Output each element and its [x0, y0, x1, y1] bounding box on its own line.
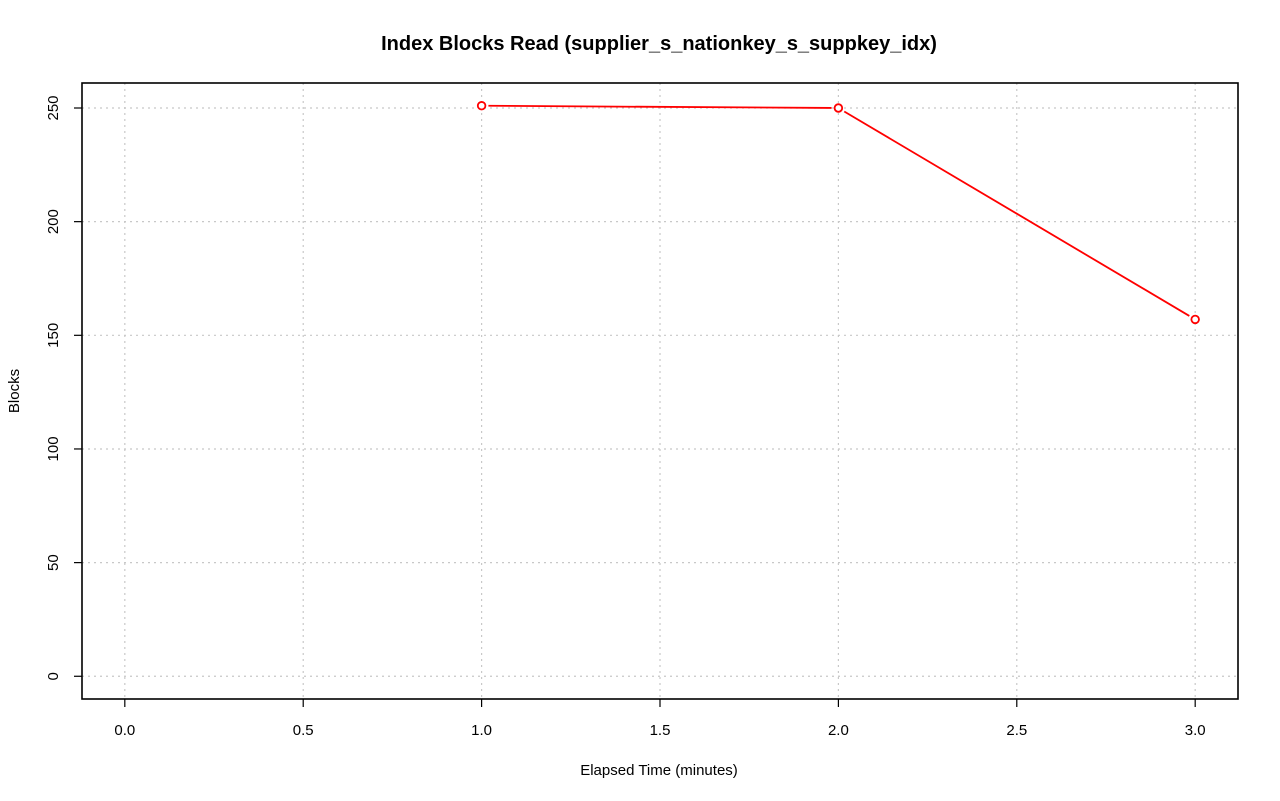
y-tick-label: 250	[45, 95, 62, 120]
chart-title: Index Blocks Read (supplier_s_nationkey_…	[381, 33, 937, 55]
series	[476, 101, 1200, 325]
grid	[82, 83, 1238, 699]
y-axis-label: Blocks	[6, 369, 23, 413]
x-tick-label: 1.5	[650, 722, 671, 739]
y-tick-label: 200	[45, 209, 62, 234]
data-point	[833, 103, 844, 113]
data-point	[476, 101, 487, 111]
x-axis: 0.0 0.5 1.0 1.5 2.0 2.5 3.0	[114, 699, 1206, 739]
x-axis-label: Elapsed Time (minutes)	[580, 762, 738, 779]
data-point	[1190, 314, 1200, 325]
y-tick-label: 150	[45, 323, 62, 348]
y-tick-label: 100	[45, 436, 62, 461]
y-tick-label: 50	[45, 554, 62, 571]
x-tick-label: 3.0	[1185, 722, 1206, 739]
series-line-segment	[843, 110, 1190, 317]
y-tick-label: 0	[45, 672, 62, 680]
y-axis: 0 50 100 150 200 250	[45, 95, 82, 680]
x-tick-label: 0.0	[114, 722, 135, 739]
x-tick-label: 1.0	[471, 722, 492, 739]
x-tick-label: 0.5	[293, 722, 314, 739]
series-line-segment	[488, 104, 832, 109]
x-tick-label: 2.0	[828, 722, 849, 739]
x-tick-label: 2.5	[1006, 722, 1027, 739]
